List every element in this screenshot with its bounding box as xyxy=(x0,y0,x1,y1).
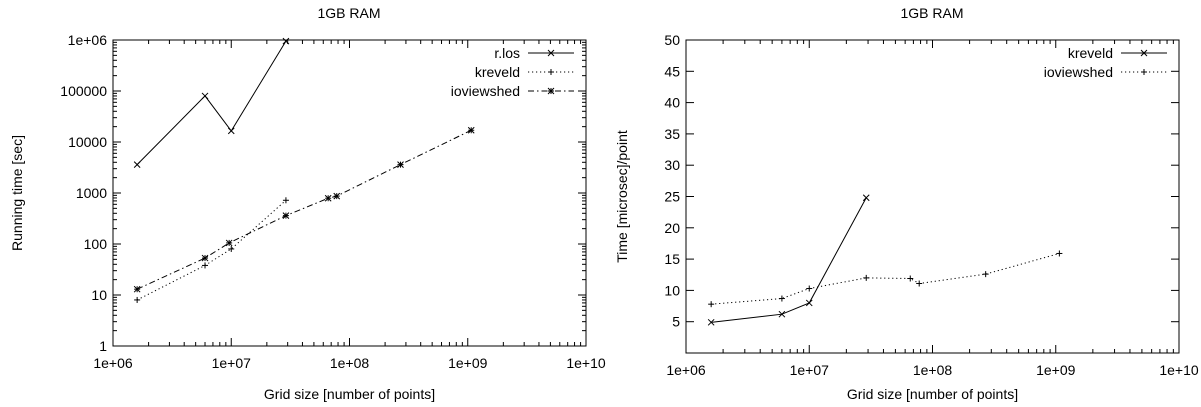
x-tick-label: 1e+07 xyxy=(212,355,252,371)
y-tick-label: 45 xyxy=(664,63,680,79)
series-line xyxy=(711,197,867,323)
series-line xyxy=(136,129,472,290)
x-tick-label: 1e+09 xyxy=(448,355,488,371)
legend-label: ioviewshed xyxy=(451,83,520,99)
series-ioviewshed xyxy=(133,126,475,293)
data-point xyxy=(907,275,914,282)
y-tick-label: 5 xyxy=(672,314,680,330)
data-point xyxy=(805,299,813,307)
x-tick-label: 1e+10 xyxy=(1159,362,1199,378)
legend-marker xyxy=(547,49,555,57)
legend-marker xyxy=(548,69,554,75)
legend-item-ioviewshed: ioviewshed xyxy=(451,83,574,99)
data-point xyxy=(282,212,290,219)
x-tick-label: 1e+08 xyxy=(913,362,953,378)
y-tick-label: 100000 xyxy=(60,83,107,99)
legend-label: r.los xyxy=(494,45,520,61)
series-line xyxy=(711,252,1060,305)
plot-frame xyxy=(685,39,1180,354)
y-tick-label: 50 xyxy=(664,32,680,48)
y-tick-label: 100 xyxy=(84,236,108,252)
x-tick-label: 1e+06 xyxy=(93,355,133,371)
y-tick-label: 30 xyxy=(664,157,680,173)
data-point xyxy=(134,296,141,303)
series-r.los xyxy=(133,37,290,168)
x-axis-label: Grid size [number of points] xyxy=(264,386,435,402)
y-tick-label: 35 xyxy=(664,126,680,142)
y-tick-label: 1 xyxy=(99,338,107,354)
series-kreveld xyxy=(707,194,870,326)
data-point xyxy=(862,194,870,202)
data-point xyxy=(201,254,209,262)
chart-title: 1GB RAM xyxy=(900,5,963,21)
series-line xyxy=(136,40,287,165)
chart-panel-1: 1GB RAM 1e+06 1e+07 1e+08 1e+09 1e+10 1 10 100 10… xyxy=(9,5,606,402)
data-point xyxy=(201,92,209,100)
data-point xyxy=(863,274,870,281)
data-point xyxy=(282,37,290,45)
x-tick-label: 1e+06 xyxy=(666,362,706,378)
y-tick-label: 10000 xyxy=(68,134,107,150)
legend-item-kreveld: kreveld xyxy=(1068,45,1167,61)
data-point xyxy=(324,194,332,202)
data-point xyxy=(133,285,141,293)
data-point xyxy=(228,245,235,252)
x-tick-label: 1e+09 xyxy=(1036,362,1076,378)
x-tick-label: 1e+08 xyxy=(330,355,370,371)
series-line xyxy=(136,199,287,301)
legend-marker xyxy=(1141,69,1147,75)
data-point xyxy=(225,239,233,247)
y-tick-label: 25 xyxy=(664,189,680,205)
y-axis-label: Running time [sec] xyxy=(9,135,25,251)
legend-label: kreveld xyxy=(1068,45,1113,61)
y-tick-label: 1000 xyxy=(76,185,107,201)
data-point xyxy=(467,126,475,134)
data-point xyxy=(282,197,289,204)
series-kreveld xyxy=(134,197,289,303)
y-tick-label: 10 xyxy=(91,287,107,303)
data-point xyxy=(806,285,813,292)
data-point xyxy=(1056,250,1063,257)
y-axis-label: Time [microsec]/point xyxy=(614,130,630,263)
x-tick-label: 1e+07 xyxy=(790,362,830,378)
legend-label: ioviewshed xyxy=(1044,64,1113,80)
data-point xyxy=(707,318,715,326)
data-point xyxy=(778,310,786,318)
y-tick-label: 40 xyxy=(664,95,680,111)
y-tick-label: 15 xyxy=(664,251,680,267)
legend-label: kreveld xyxy=(475,64,520,80)
legend-marker xyxy=(547,87,555,95)
legend-item-kreveld: kreveld xyxy=(475,64,574,80)
y-tick-label: 1e+06 xyxy=(68,32,108,48)
data-point xyxy=(778,295,785,302)
legend-item-ioviewshed: ioviewshed xyxy=(1044,64,1167,80)
y-tick-label: 10 xyxy=(664,282,680,298)
data-point xyxy=(397,161,404,168)
y-tick-label: 20 xyxy=(664,220,680,236)
data-point xyxy=(133,161,141,168)
data-point xyxy=(708,301,715,308)
legend-item-r.los: r.los xyxy=(494,45,574,61)
data-point xyxy=(202,262,209,269)
x-axis-label: Grid size [number of points] xyxy=(847,386,1018,402)
legend-marker xyxy=(1140,49,1148,57)
x-tick-label: 1e+10 xyxy=(566,355,606,371)
data-point xyxy=(916,280,923,287)
data-point xyxy=(227,127,235,135)
data-point xyxy=(333,192,341,200)
series-ioviewshed xyxy=(708,250,1063,308)
chart-title: 1GB RAM xyxy=(317,5,380,21)
data-point xyxy=(982,271,989,278)
chart-panel-2: 1GB RAM 1e+06 1e+07 1e+08 1e+09 1e+10 5 10 15 20 2… xyxy=(614,5,1199,402)
